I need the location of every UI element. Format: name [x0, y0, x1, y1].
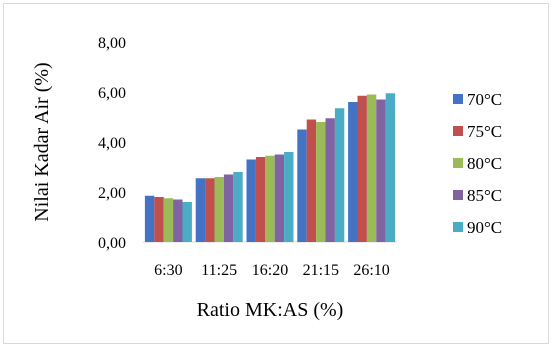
bar-90Cc-21-15 [334, 108, 345, 242]
bar-70Cc-21-15 [297, 129, 307, 242]
y-axis-title: Nilai Kadar Air (%) [31, 62, 53, 221]
legend: 70°C 75°C 80°C 85°C 90°C [453, 90, 502, 237]
y-tick-label: 2,00 [98, 185, 126, 202]
bar-90Cc-11-25 [233, 172, 243, 242]
bar-90Cc-26-10 [385, 93, 396, 242]
y-tick-label: 0,00 [98, 235, 126, 252]
legend-swatch [453, 126, 463, 136]
legend-label: 90°C [467, 218, 502, 237]
plot-area: 0,00 2,00 4,00 6,00 8,00 6:30 11:25 16:20 21:15 2… [31, 35, 397, 321]
bar-70Cc-26-10 [348, 102, 358, 242]
bar-80Cc-16-20 [265, 155, 275, 242]
y-tick-label: 8,00 [98, 35, 126, 52]
bar-90Cc-16-20 [284, 152, 294, 242]
x-tick-label: 6:30 [154, 262, 182, 279]
bar-75Cc-26-10 [357, 95, 367, 242]
legend-swatch [453, 94, 463, 104]
bar-70Cc-6-30 [144, 195, 155, 242]
legend-label: 85°C [467, 186, 502, 205]
legend-swatch [453, 222, 463, 232]
bar-80Cc-21-15 [316, 122, 326, 242]
bar-80Cc-11-25 [214, 177, 224, 242]
x-axis-title: Ratio MK:AS (%) [197, 299, 344, 321]
bar-85Cc-6-30 [173, 199, 183, 242]
bar-75Cc-11-25 [205, 178, 215, 242]
bar-80Cc-26-10 [366, 94, 377, 242]
bar-80Cc-6-30 [163, 198, 174, 242]
legend-label: 75°C [467, 122, 502, 141]
x-tick-label: 21:15 [303, 262, 339, 279]
bar-85Cc-11-25 [223, 174, 234, 242]
legend-label: 70°C [467, 90, 502, 109]
x-tick-label: 11:25 [201, 262, 237, 279]
x-tick-label: 26:10 [353, 262, 389, 279]
legend-label: 80°C [467, 154, 502, 173]
y-tick-label: 4,00 [98, 135, 126, 152]
bar-75Cc-21-15 [306, 119, 317, 242]
legend-swatch [453, 190, 463, 200]
y-tick-label: 6,00 [98, 85, 126, 102]
bar-90Cc-6-30 [182, 202, 192, 242]
legend-swatch [453, 158, 463, 168]
bar-70Cc-16-20 [246, 159, 256, 242]
bar-85Cc-16-20 [274, 154, 285, 242]
bar-85Cc-26-10 [376, 99, 386, 242]
bar-70Cc-11-25 [195, 178, 206, 242]
x-tick-label: 16:20 [252, 262, 288, 279]
bar-85Cc-21-15 [325, 118, 335, 242]
bar-75Cc-6-30 [154, 197, 164, 242]
bar-75Cc-16-20 [255, 157, 266, 242]
